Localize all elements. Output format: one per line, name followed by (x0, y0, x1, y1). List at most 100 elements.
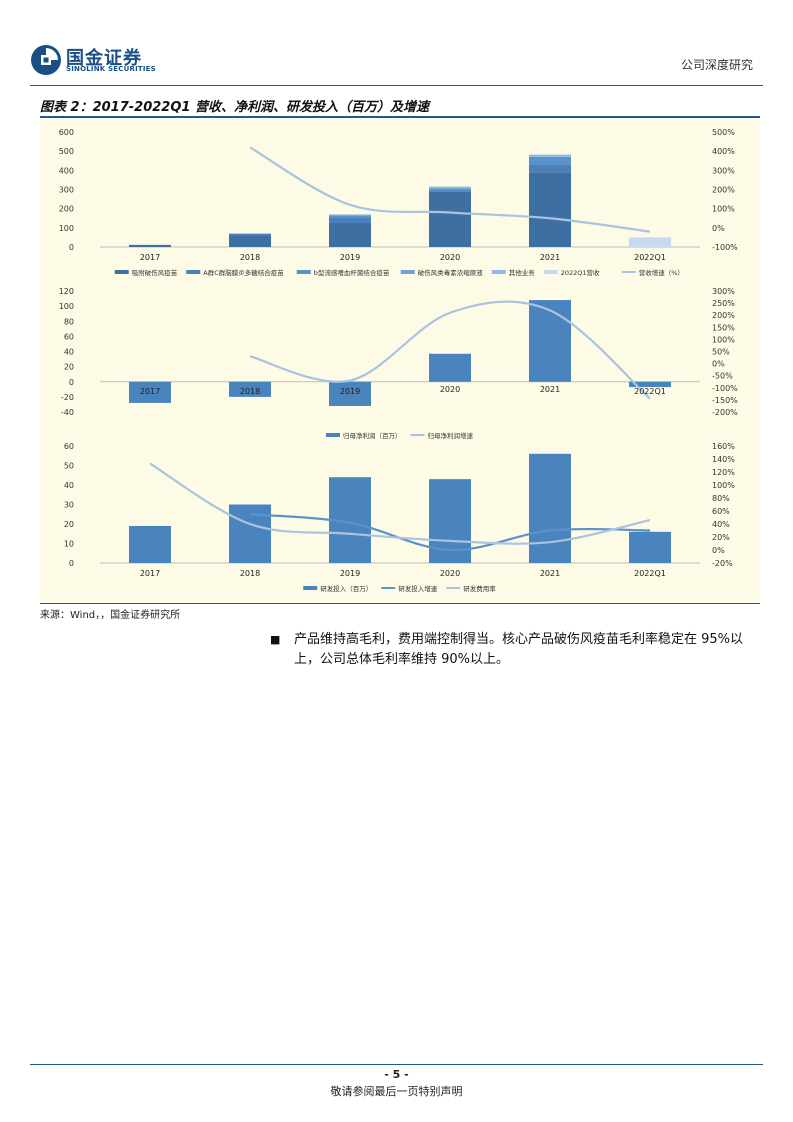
bar-segment (629, 237, 671, 247)
bullet-square-icon: ■ (270, 633, 281, 646)
bar-segment (329, 214, 371, 216)
category-label: 2022Q1 (634, 253, 666, 262)
figure-title: 图表 2：2017-2022Q1 营收、净利润、研发投入（百万）及增速 (40, 100, 429, 115)
category-label: 2019 (340, 569, 360, 578)
bar-segment (529, 156, 571, 165)
y-tick-label: 200 (59, 205, 74, 214)
y2-tick-label: 80% (712, 494, 730, 503)
category-label: 2020 (440, 385, 460, 394)
y-tick-label: 80 (64, 317, 74, 326)
legend-label: 其他业务 (509, 268, 536, 277)
legend-label: 吸附破伤风疫苗 (132, 268, 178, 277)
y2-tick-label: 0% (712, 360, 725, 369)
bar-segment (229, 233, 271, 236)
y-tick-label: 40 (64, 481, 74, 490)
y-tick-label: 0 (69, 243, 74, 252)
bar (529, 300, 571, 382)
y-tick-label: 20 (64, 363, 74, 372)
y2-tick-label: -100% (712, 384, 738, 393)
legend-label: 营收增速（%） (639, 268, 684, 277)
y2-tick-label: -100% (712, 243, 738, 252)
bar-segment (529, 154, 571, 157)
legend-swatch (303, 586, 318, 590)
y-tick-label: 60 (64, 442, 74, 451)
y-tick-label: 100 (59, 224, 74, 233)
category-label: 2018 (240, 253, 260, 262)
category-label: 2021 (540, 253, 560, 262)
y-tick-label: 500 (59, 147, 74, 156)
legend-label: 研发投入增速 (398, 584, 438, 593)
bar-segment (529, 164, 571, 173)
page-header: 国金证券 SINOLINK SECURITIES 公司深度研究 (30, 40, 763, 86)
y-tick-label: 120 (59, 287, 74, 296)
y-tick-label: 0 (69, 378, 74, 387)
bar (229, 504, 271, 563)
legend-label: b型流感嗜血杆菌结合疫苗 (314, 268, 390, 277)
legend-swatch (186, 270, 201, 274)
y-tick-label: 100 (59, 302, 74, 311)
bar (129, 525, 171, 563)
y-tick-label: 300 (59, 186, 74, 195)
y2-tick-label: 100% (712, 205, 735, 214)
category-label: 2017 (140, 253, 160, 262)
legend-label: 归母净利润增速 (428, 431, 474, 440)
y2-tick-label: 100% (712, 481, 735, 490)
y-tick-label: 20 (64, 520, 74, 529)
y2-tick-label: 100% (712, 335, 735, 344)
figure-bottom-rule (40, 603, 760, 604)
y2-tick-label: 200% (712, 311, 735, 320)
y2-tick-label: 400% (712, 147, 735, 156)
y2-tick-label: -50% (712, 372, 733, 381)
y2-tick-label: 50% (712, 348, 730, 357)
category-label: 2022Q1 (634, 569, 666, 578)
y-tick-label: 30 (64, 501, 74, 510)
y2-tick-label: 0% (712, 546, 725, 555)
body-paragraph: ■ 产品维持高毛利，费用端控制得当。核心产品破伤风疫苗毛利率稳定在 95%以上，… (270, 630, 760, 670)
y2-tick-label: 250% (712, 299, 735, 308)
series-line (249, 146, 651, 233)
legend-swatch (491, 270, 506, 274)
legend-label: 2022Q1营收 (561, 268, 600, 277)
y-tick-label: 60 (64, 332, 74, 341)
figure-source: 来源：Wind，，国金证券研究所 (40, 610, 181, 621)
legend-swatch (400, 270, 415, 274)
legend-swatch (326, 433, 340, 437)
category-label: 2022Q1 (634, 387, 666, 396)
bar (129, 381, 171, 403)
series-line (249, 300, 651, 400)
category-label: 2018 (240, 569, 260, 578)
y2-tick-label: 160% (712, 442, 735, 451)
legend-label: A群C群脑膜炎多糖结合疫苗 (203, 268, 284, 277)
y2-tick-label: 140% (712, 455, 735, 464)
bar-segment (129, 244, 171, 247)
legend-swatch (114, 270, 129, 274)
legend-swatch (296, 270, 311, 274)
bar (429, 353, 471, 382)
category-label: 2017 (140, 569, 160, 578)
brand-name-en: SINOLINK SECURITIES (66, 65, 156, 73)
y-tick-label: 400 (59, 166, 74, 175)
y2-tick-label: -20% (712, 559, 733, 568)
y2-tick-label: 300% (712, 287, 735, 296)
bar-segment (529, 172, 571, 247)
bar (629, 381, 671, 388)
page-number: - 5 - (384, 1068, 409, 1081)
legend-swatch (543, 270, 558, 274)
legend-label: 归母净利润（百万） (343, 431, 402, 440)
y-tick-label: -40 (61, 408, 74, 417)
y2-tick-label: 500% (712, 128, 735, 137)
y2-tick-label: 120% (712, 468, 735, 477)
y2-tick-label: 0% (712, 224, 725, 233)
legend-label: 研发投入（百万） (320, 584, 372, 593)
bar-segment (329, 217, 371, 224)
footer-rule (30, 1064, 763, 1065)
brand-name-cn: 国金证券 (66, 48, 142, 69)
category-label: 2018 (240, 387, 260, 396)
category-label: 2019 (340, 387, 360, 396)
category-label: 2021 (540, 385, 560, 394)
series-line (149, 462, 651, 545)
y-tick-label: 50 (64, 462, 74, 471)
category-label: 2019 (340, 253, 360, 262)
bar-segment (429, 188, 471, 192)
series-line (249, 513, 651, 552)
